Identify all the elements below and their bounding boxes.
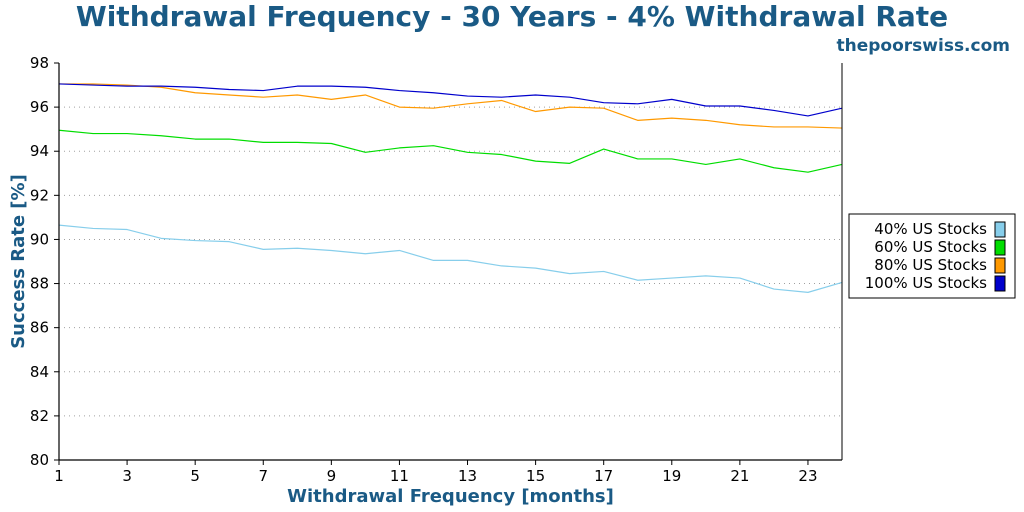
legend-swatch [994,239,1006,256]
series-line [58,129,843,173]
x-tick-label: 11 [390,467,409,485]
x-tick-label: 21 [730,467,749,485]
y-tick-label: 94 [30,142,49,160]
legend-swatch [994,275,1006,292]
y-tick-label: 84 [30,363,49,381]
x-tick-label: 9 [327,467,337,485]
axes [58,62,843,461]
y-tick-label: 92 [30,186,49,204]
legend-swatch [994,221,1006,238]
x-tick-label: 3 [122,467,132,485]
legend-swatch [994,257,1006,274]
y-tick-label: 96 [30,98,49,116]
legend-box [848,213,1016,299]
y-tick-label: 90 [30,230,49,248]
y-tick-label: 88 [30,275,49,293]
series-line [58,224,843,293]
y-axis-title: Success Rate [%] [8,174,29,349]
x-tick-label: 1 [54,467,64,485]
y-tick-label: 80 [30,451,49,469]
x-tick-label: 17 [594,467,613,485]
legend-label: 40% US Stocks [874,220,987,238]
series-line [58,83,843,117]
legend-label: 80% US Stocks [874,256,987,274]
y-tick-label: 86 [30,319,49,337]
x-tick-label: 15 [526,467,545,485]
x-tick-label: 23 [798,467,817,485]
site-credit: thepoorswiss.com [836,36,1011,56]
y-tick-label: 98 [30,54,49,72]
x-tick-label: 19 [662,467,681,485]
series-line [59,83,843,129]
chart-title: Withdrawal Frequency - 30 Years - 4% Wit… [75,0,949,33]
y-tick-label: 82 [30,407,49,425]
legend-label: 60% US Stocks [874,238,987,256]
x-tick-label: 7 [258,467,268,485]
series-lines [58,83,843,293]
x-tick-label: 5 [190,467,200,485]
x-axis-title: Withdrawal Frequency [months] [287,486,614,507]
legend-label: 100% US Stocks [865,274,987,292]
x-tick-label: 13 [458,467,477,485]
